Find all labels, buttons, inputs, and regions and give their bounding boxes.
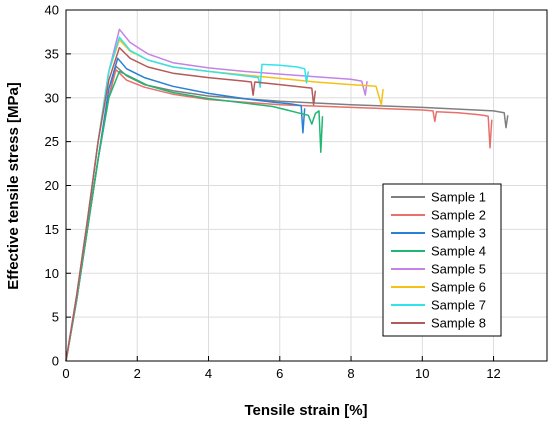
series-lines <box>65 28 509 362</box>
legend-label: Sample 1 <box>431 190 486 205</box>
legend-label: Sample 6 <box>431 280 486 295</box>
legend-label: Sample 4 <box>431 244 486 259</box>
x-tick-label: 0 <box>62 366 69 381</box>
y-tick-labels: 0 5 10 15 20 25 30 35 40 <box>45 3 59 369</box>
x-tick-labels: 0 2 4 6 8 10 12 <box>62 366 500 381</box>
x-tick-label: 2 <box>134 366 141 381</box>
legend-label: Sample 7 <box>431 298 486 313</box>
legend: Sample 1 Sample 2 Sample 3 Sample 4 Sample 5… <box>382 183 502 337</box>
x-tick-label: 6 <box>276 366 283 381</box>
axis-ticks <box>65 9 495 362</box>
series-line-sample-4 <box>65 70 324 362</box>
legend-label: Sample 2 <box>431 208 486 223</box>
y-axis-title: Effective tensile stress [MPa] <box>5 82 22 290</box>
x-tick-label: 10 <box>415 366 429 381</box>
y-tick-label: 15 <box>45 222 59 237</box>
y-tick-label: 30 <box>45 90 59 105</box>
legend-label: Sample 5 <box>431 262 486 277</box>
x-tick-label: 12 <box>486 366 500 381</box>
x-axis-title: Tensile strain [%] <box>244 402 367 419</box>
x-tick-label: 4 <box>205 366 212 381</box>
y-tick-label: 35 <box>45 46 59 61</box>
legend-label: Sample 3 <box>431 226 486 241</box>
legend-box <box>382 183 502 337</box>
y-tick-label: 40 <box>45 3 59 18</box>
y-tick-label: 5 <box>52 310 59 325</box>
y-tick-label: 20 <box>45 178 59 193</box>
y-tick-label: 10 <box>45 266 59 281</box>
y-tick-label: 0 <box>52 354 59 369</box>
series-line-sample-7 <box>65 36 310 362</box>
x-tick-label: 8 <box>347 366 354 381</box>
legend-label: Sample 8 <box>431 316 486 331</box>
series-line-sample-8 <box>65 46 317 362</box>
series-line-sample-6 <box>65 39 384 362</box>
y-tick-label: 25 <box>45 134 59 149</box>
